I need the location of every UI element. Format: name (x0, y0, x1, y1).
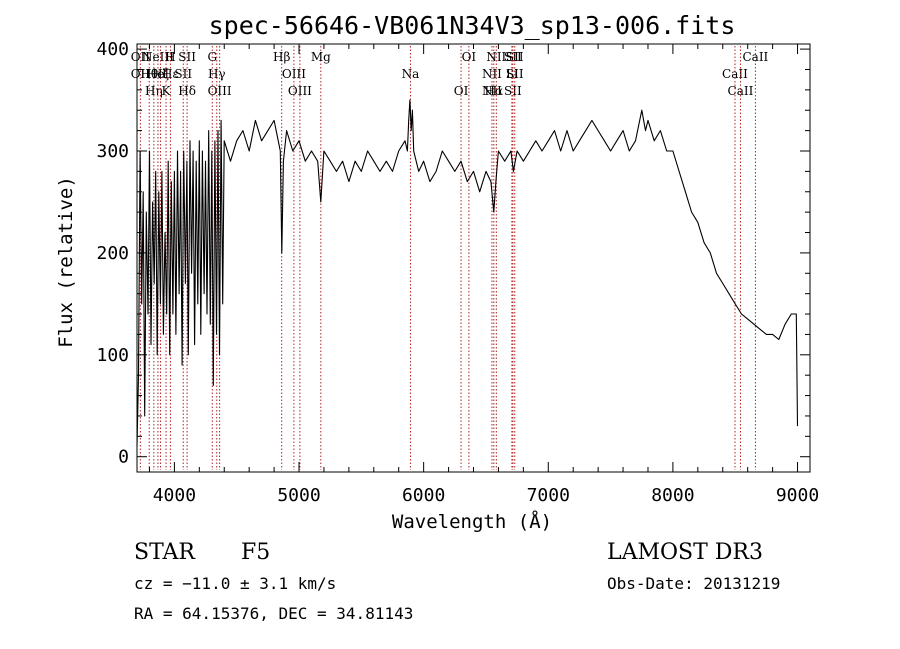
line-marker-label: SII (506, 67, 524, 81)
line-marker-label: Hη (145, 84, 163, 98)
y-tick-label: 100 (96, 345, 129, 366)
line-marker-label: Hδ (178, 84, 196, 98)
spectrum-line (136, 99, 799, 447)
line-marker-label: OI (462, 50, 477, 64)
y-axis-label: Flux (relative) (55, 176, 77, 348)
line-marker-label: H (165, 50, 175, 64)
x-tick-label: 4000 (153, 485, 196, 506)
redshift-velocity: cz = −11.0 ± 3.1 km/s (134, 574, 337, 593)
line-marker-label: OII (131, 67, 151, 81)
y-tick-label: 400 (96, 39, 129, 60)
line-marker-label: K (162, 84, 172, 98)
ra-dec-coordinates: RA = 64.15376, DEC = 34.81143 (134, 604, 414, 623)
line-marker-label: SII (178, 50, 196, 64)
line-marker-label: Hβ (273, 50, 290, 64)
y-tick-label: 0 (118, 447, 129, 468)
line-marker-label: OIII (288, 84, 312, 98)
line-marker-label: Na (402, 67, 420, 81)
line-marker-label: SII (504, 50, 522, 64)
y-tick-label: 300 (96, 141, 129, 162)
x-tick-label: 5000 (277, 485, 320, 506)
line-marker-label: SII (506, 50, 524, 64)
spectral-subclass: F5 (241, 540, 271, 565)
line-marker-label: OIII (208, 84, 232, 98)
line-marker-label: Hγ (208, 67, 226, 81)
axis-ticks-layer: 4000 5000 6000 7000 8000 9000 0 100 200 300 400 (96, 39, 819, 506)
line-marker-label: Mg (311, 50, 331, 64)
observation-date: Obs-Date: 20131219 (607, 574, 781, 593)
series-layer (136, 99, 799, 447)
line-marker-label: Li (506, 67, 518, 81)
line-marker-label: NII (482, 84, 502, 98)
line-marker-label: Hε (162, 67, 179, 81)
line-marker-label: SII (504, 84, 522, 98)
line-marker-label: G (207, 50, 217, 64)
line-marker-label: CaII (728, 84, 754, 98)
x-tick-label: 9000 (776, 485, 819, 506)
y-tick-label: 200 (96, 243, 129, 264)
line-marker-label: OIII (282, 67, 306, 81)
line-marker-label: SII (174, 67, 192, 81)
line-marker-label: OI (454, 84, 469, 98)
line-marker-label: NII (486, 50, 506, 64)
x-tick-label: 7000 (527, 485, 570, 506)
survey-name: LAMOST DR3 (607, 540, 763, 565)
x-tick-label: 6000 (402, 485, 445, 506)
line-marker-label: Hα (485, 84, 504, 98)
line-marker-label: OII (131, 50, 151, 64)
line-marker-label: NII (482, 67, 502, 81)
plot-frame (136, 43, 811, 473)
line-marker-label: CaII (722, 67, 748, 81)
x-tick-label: 8000 (651, 485, 694, 506)
line-marker-label: Hζ (152, 67, 169, 81)
x-axis-label: Wavelength (Å) (392, 510, 552, 533)
line-marker-label: CaII (742, 50, 768, 64)
chart-title: spec-56646-VB061N34V3_sp13-006.fits (209, 11, 736, 40)
line-marker-label: HeI (147, 67, 170, 81)
object-type: STAR (134, 540, 195, 565)
